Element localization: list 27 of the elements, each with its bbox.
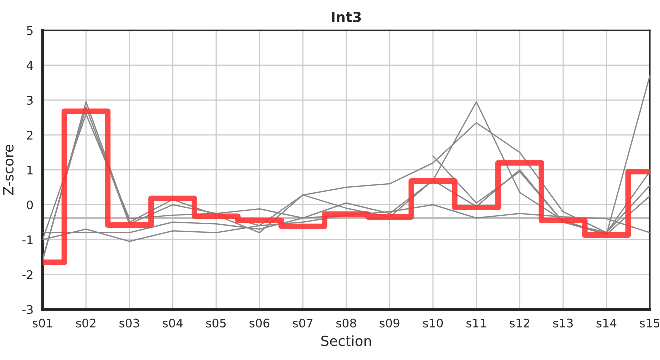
x-tick-label: s05 [206, 318, 226, 328]
y-tick-label: -2 [22, 270, 33, 280]
x-tick-label: s09 [380, 318, 400, 328]
x-tick-label: s13 [553, 318, 573, 328]
chart-title: Int3 [332, 12, 362, 22]
y-tick-label: 1 [28, 166, 33, 175]
y-tick-label: 4 [26, 61, 34, 70]
y-tick-label: -1 [22, 236, 33, 244]
y-tick-label: 2 [27, 130, 33, 140]
x-tick-label: s15 [640, 318, 660, 328]
y-tick-label: -3 [22, 305, 33, 314]
x-tick-label: s10 [423, 318, 444, 328]
x-tick-label: s12 [510, 318, 530, 328]
x-tick-label: s04 [163, 318, 183, 328]
x-tick-label: s01 [32, 318, 52, 328]
y-tick-label: 0 [27, 200, 34, 210]
x-tick-label: s02 [76, 318, 96, 328]
y-tick-label: 5 [27, 26, 33, 36]
x-tick-label: s08 [336, 318, 356, 328]
x-tick-label: s07 [293, 318, 313, 328]
x-tick-label: s14 [596, 318, 617, 328]
x-tick-label: s11 [466, 318, 486, 328]
y-axis-title: Z-score [4, 145, 14, 196]
x-axis-title: Section [322, 336, 372, 346]
x-tick-label: s06 [250, 318, 270, 328]
x-tick-label: s03 [120, 318, 140, 328]
y-tick-label: 3 [27, 96, 33, 106]
